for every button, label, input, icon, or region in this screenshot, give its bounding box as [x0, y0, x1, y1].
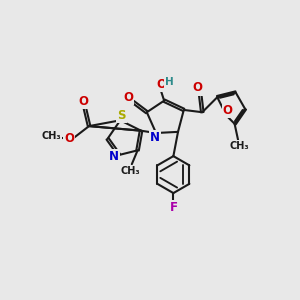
Text: CH₃: CH₃	[230, 141, 249, 152]
Text: CH₃: CH₃	[42, 131, 61, 142]
Text: N: N	[109, 150, 119, 163]
Text: O: O	[64, 132, 74, 145]
Text: S: S	[117, 109, 126, 122]
Text: O: O	[78, 95, 88, 108]
Text: H: H	[165, 77, 174, 87]
Text: N: N	[150, 131, 160, 144]
Text: O: O	[123, 91, 133, 104]
Text: O: O	[223, 104, 233, 117]
Text: F: F	[169, 201, 177, 214]
Text: CH₃: CH₃	[121, 166, 140, 176]
Text: O: O	[192, 82, 202, 94]
Text: O: O	[157, 77, 167, 91]
